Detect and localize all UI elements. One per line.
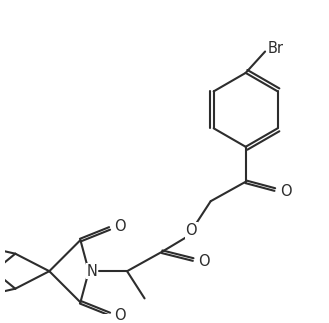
Text: N: N xyxy=(87,264,97,279)
Text: O: O xyxy=(114,308,126,323)
Text: O: O xyxy=(186,223,197,238)
Text: O: O xyxy=(198,254,210,269)
Text: O: O xyxy=(280,184,291,199)
Text: Br: Br xyxy=(268,41,284,56)
Text: O: O xyxy=(114,219,126,234)
